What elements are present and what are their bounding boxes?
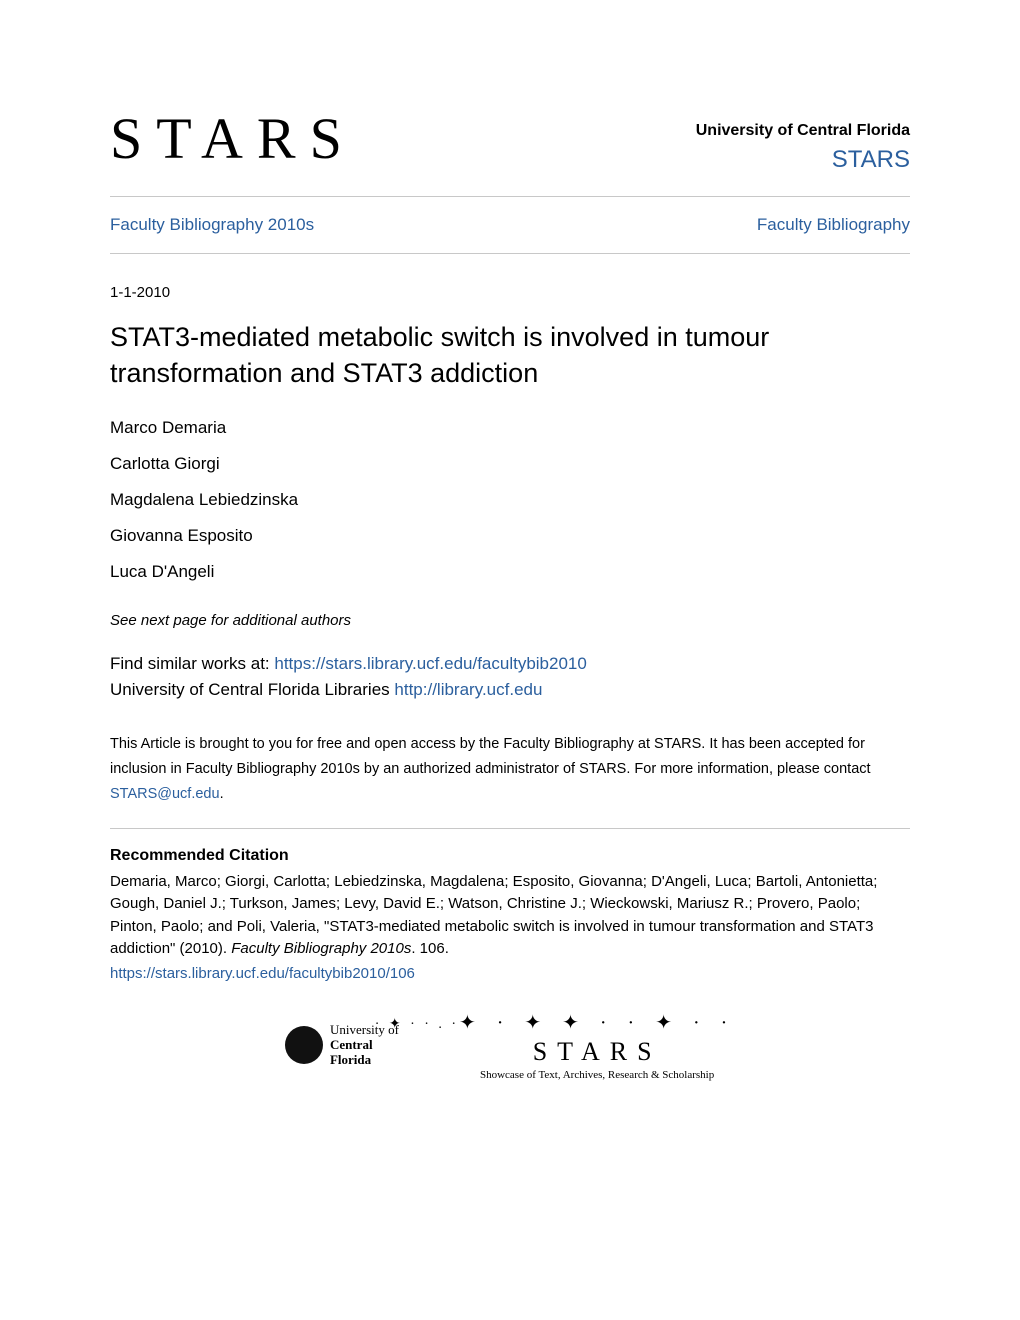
- university-name: University of Central Florida: [696, 122, 910, 140]
- citation-link[interactable]: https://stars.library.ucf.edu/facultybib…: [110, 965, 910, 982]
- stars-tagline: Showcase of Text, Archives, Research & S…: [459, 1069, 735, 1081]
- stars-word: STARS: [459, 1037, 735, 1067]
- citation-body: Demaria, Marco; Giorgi, Carlotta; Lebied…: [110, 873, 877, 958]
- header: STARS University of Central Florida STAR…: [110, 110, 910, 174]
- recommended-citation-heading: Recommended Citation: [110, 847, 910, 865]
- author: Carlotta Giorgi: [110, 454, 910, 474]
- ucf-seal-icon: [285, 1026, 323, 1064]
- breadcrumb: Faculty Bibliography 2010s Faculty Bibli…: [110, 197, 910, 253]
- stars-footer-logo: ✦ · ✦ ✦ · · ✦ · · STARS Showcase of Text…: [459, 1010, 735, 1081]
- sparkles-icon: ✦ · ✦ ✦ · · ✦ · ·: [459, 1010, 735, 1035]
- publication-date: 1-1-2010: [110, 284, 910, 301]
- author: Giovanna Esposito: [110, 526, 910, 546]
- author: Magdalena Lebiedzinska: [110, 490, 910, 510]
- divider-mid: [110, 253, 910, 254]
- libraries-prefix: University of Central Florida Libraries: [110, 680, 394, 699]
- ucf-logo: · ✦ · · . · · University of Central Flor…: [285, 1023, 399, 1068]
- stars-site-link[interactable]: STARS: [696, 146, 910, 174]
- contact-email-link[interactable]: STARS@ucf.edu: [110, 786, 220, 802]
- author: Luca D'Angeli: [110, 562, 910, 582]
- stars-logo: STARS: [110, 110, 356, 174]
- breadcrumb-parent-link[interactable]: Faculty Bibliography: [757, 215, 910, 235]
- similar-works-link[interactable]: https://stars.library.ucf.edu/facultybib…: [274, 654, 586, 673]
- citation-tail: . 106.: [411, 940, 449, 957]
- breadcrumb-collection-link[interactable]: Faculty Bibliography 2010s: [110, 215, 314, 235]
- open-access-note: This Article is brought to you for free …: [110, 732, 910, 808]
- article-title: STAT3-mediated metabolic switch is invol…: [110, 319, 910, 392]
- header-right: University of Central Florida STARS: [696, 122, 910, 174]
- similar-works: Find similar works at: https://stars.lib…: [110, 651, 910, 704]
- similar-prefix: Find similar works at:: [110, 654, 274, 673]
- access-text-tail: .: [220, 786, 224, 802]
- author: Marco Demaria: [110, 418, 910, 438]
- author-list: Marco Demaria Carlotta Giorgi Magdalena …: [110, 418, 910, 582]
- divider-bottom: [110, 828, 910, 829]
- dots-trail-icon: · ✦ · · . · ·: [375, 1017, 474, 1033]
- footer-logos: · ✦ · · . · · University of Central Flor…: [110, 1010, 910, 1081]
- ucf-line3: Florida: [330, 1052, 371, 1067]
- access-text: This Article is brought to you for free …: [110, 736, 871, 777]
- citation-series: Faculty Bibliography 2010s: [231, 940, 411, 957]
- recommended-citation: Demaria, Marco; Giorgi, Carlotta; Lebied…: [110, 871, 910, 961]
- see-next-authors: See next page for additional authors: [110, 612, 910, 629]
- ucf-line2: Central: [330, 1037, 373, 1052]
- library-link[interactable]: http://library.ucf.edu: [394, 680, 542, 699]
